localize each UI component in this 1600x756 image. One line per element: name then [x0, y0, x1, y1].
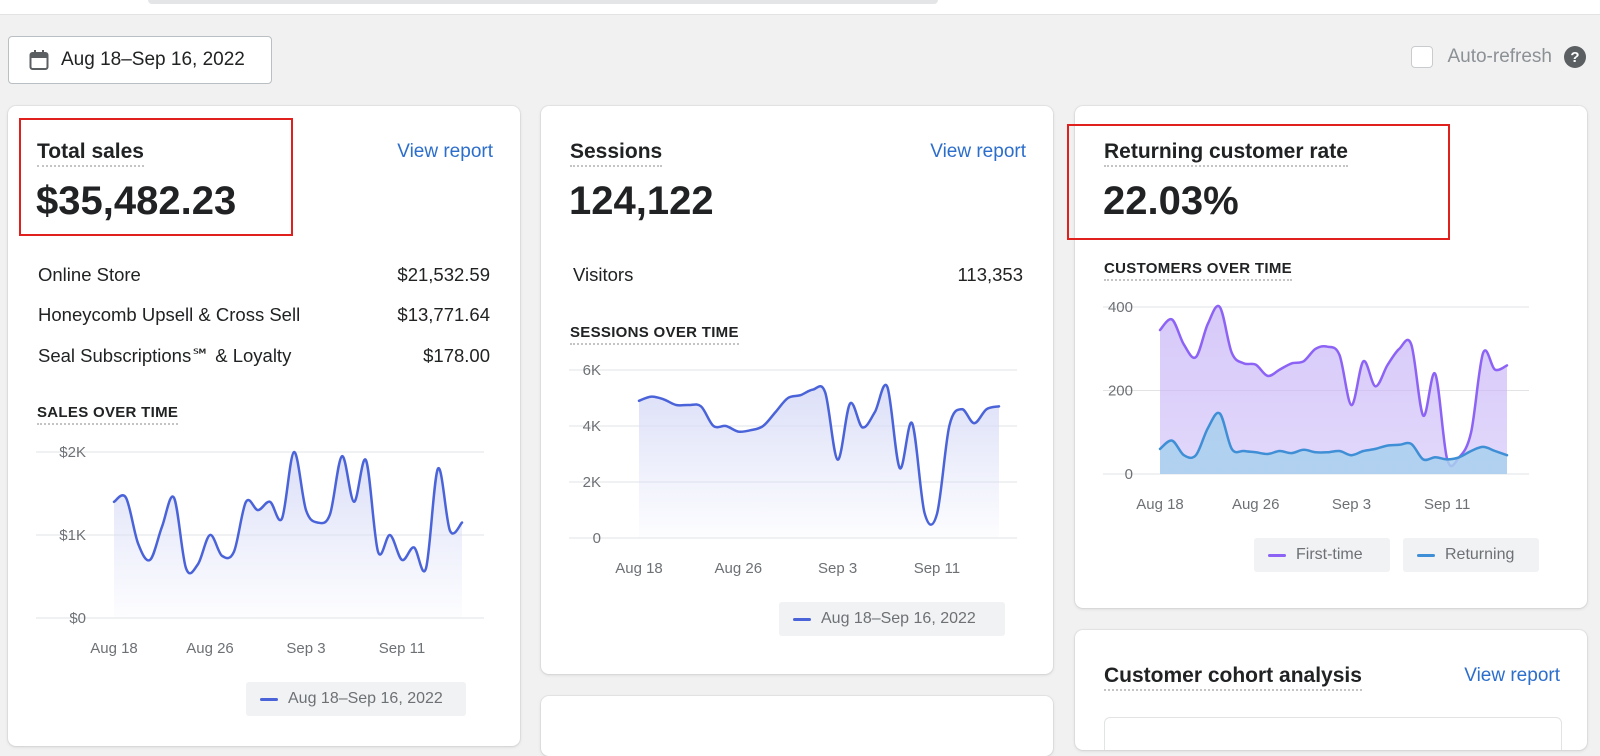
visitors-value: 113,353	[957, 264, 1024, 285]
sessions-over-time-chart: 0 2K 4K 6K Aug 18 Aug 26 Sep 3 Sep 11	[569, 362, 1017, 577]
sessions-card: Sessions View report 124,122 Visitors 11…	[541, 106, 1053, 674]
y-tick-label: 6K	[583, 362, 601, 379]
date-range-button[interactable]: Aug 18–Sep 16, 2022	[8, 36, 272, 84]
x-tick-label: Sep 3	[286, 640, 325, 657]
returning-customer-card: Returning customer rate 22.03% CUSTOMERS…	[1075, 106, 1587, 608]
y-tick-label: 0	[1125, 466, 1133, 483]
first-time-legend[interactable]: First-time	[1254, 538, 1390, 572]
y-tick-label: 4K	[583, 418, 601, 435]
legend-swatch	[1417, 553, 1435, 557]
y-tick-label: 200	[1108, 383, 1133, 400]
returning-legend-label: Returning	[1445, 546, 1515, 563]
sessions-legend-label: Aug 18–Sep 16, 2022	[821, 610, 976, 627]
breakdown-label-honeycomb: Honeycomb Upsell & Cross Sell	[38, 304, 301, 325]
x-tick-label: Aug 18	[615, 560, 663, 577]
sales-legend-label: Aug 18–Sep 16, 2022	[288, 690, 443, 707]
auto-refresh-label: Auto-refresh	[1447, 46, 1552, 67]
cohort-table-edge	[1104, 717, 1562, 750]
series-area	[1160, 412, 1507, 474]
first-time-legend-label: First-time	[1296, 546, 1363, 563]
top-bar	[0, 0, 1600, 15]
x-tick-label: Aug 26	[186, 640, 234, 657]
auto-refresh-control: Auto-refresh ?	[1411, 46, 1586, 68]
legend-swatch	[260, 697, 278, 701]
customers-over-time-label[interactable]: CUSTOMERS OVER TIME	[1104, 260, 1292, 281]
total-sales-view-report-link[interactable]: View report	[397, 141, 493, 162]
sessions-view-report-link[interactable]: View report	[930, 141, 1026, 162]
total-sales-value: $35,482.23	[36, 179, 237, 223]
series-area	[114, 451, 462, 618]
x-tick-label: Sep 3	[1332, 496, 1371, 513]
visitors-label: Visitors	[573, 264, 634, 285]
x-tick-label: Sep 3	[818, 560, 857, 577]
sales-legend[interactable]: Aug 18–Sep 16, 2022	[246, 682, 466, 716]
sessions-value: 124,122	[569, 179, 714, 223]
returning-legend[interactable]: Returning	[1403, 538, 1539, 572]
y-tick-label: $1K	[59, 527, 86, 544]
y-tick-label: 400	[1108, 299, 1133, 316]
sales-over-time-chart: $0 $1K $2K Aug 18 Aug 26 Sep 3 Sep 11	[36, 444, 484, 657]
total-sales-card: Total sales View report $35,482.23 Onlin…	[8, 106, 520, 746]
customers-over-time-chart: 0 200 400 Aug 18 Aug 26 Sep 3 Sep 11	[1103, 299, 1529, 513]
date-range-label: Aug 18–Sep 16, 2022	[61, 49, 245, 70]
legend-swatch	[793, 617, 811, 621]
series-area	[1160, 305, 1507, 474]
breakdown-value-seal: $178.00	[423, 345, 490, 366]
sessions-title[interactable]: Sessions	[570, 140, 663, 167]
sessions-legend[interactable]: Aug 18–Sep 16, 2022	[779, 602, 1005, 636]
breakdown-value-honeycomb: $13,771.64	[397, 304, 490, 325]
y-tick-label: 2K	[583, 474, 601, 491]
cohort-analysis-title[interactable]: Customer cohort analysis	[1104, 664, 1362, 691]
auto-refresh-checkbox[interactable]	[1411, 46, 1434, 68]
x-tick-label: Sep 11	[379, 640, 425, 657]
help-icon[interactable]: ?	[1564, 46, 1586, 68]
x-tick-label: Aug 18	[90, 640, 138, 657]
y-tick-label: $2K	[59, 444, 86, 461]
x-tick-label: Sep 11	[1424, 496, 1470, 513]
total-sales-title[interactable]: Total sales	[37, 140, 144, 167]
legend-swatch	[1268, 553, 1286, 557]
y-tick-label: 0	[593, 530, 601, 547]
breakdown-label-seal: Seal Subscriptions℠ & Loyalty	[38, 345, 292, 366]
returning-customer-title[interactable]: Returning customer rate	[1104, 140, 1348, 167]
series-line	[637, 383, 1001, 526]
sessions-over-time-label[interactable]: SESSIONS OVER TIME	[570, 324, 739, 345]
series-area	[639, 384, 999, 538]
cohort-analysis-card: Customer cohort analysis View report	[1075, 630, 1587, 750]
series-line	[112, 450, 464, 575]
y-tick-label: $0	[69, 610, 86, 627]
x-tick-label: Aug 26	[715, 560, 763, 577]
next-card-partial	[541, 696, 1053, 756]
x-tick-label: Sep 11	[914, 560, 960, 577]
cohort-view-report-link[interactable]: View report	[1464, 665, 1560, 686]
x-tick-label: Aug 18	[1136, 496, 1184, 513]
returning-customer-highlight	[1067, 124, 1450, 240]
search-bar-edge[interactable]	[148, 0, 938, 4]
breakdown-value-online-store: $21,532.59	[397, 264, 490, 285]
total-sales-highlight	[19, 118, 293, 236]
returning-customer-value: 22.03%	[1103, 179, 1239, 223]
breakdown-label-online-store: Online Store	[38, 264, 141, 285]
calendar-icon	[29, 50, 49, 70]
x-tick-label: Aug 26	[1232, 496, 1280, 513]
series-line	[1158, 411, 1509, 462]
sales-over-time-label[interactable]: SALES OVER TIME	[37, 404, 179, 425]
